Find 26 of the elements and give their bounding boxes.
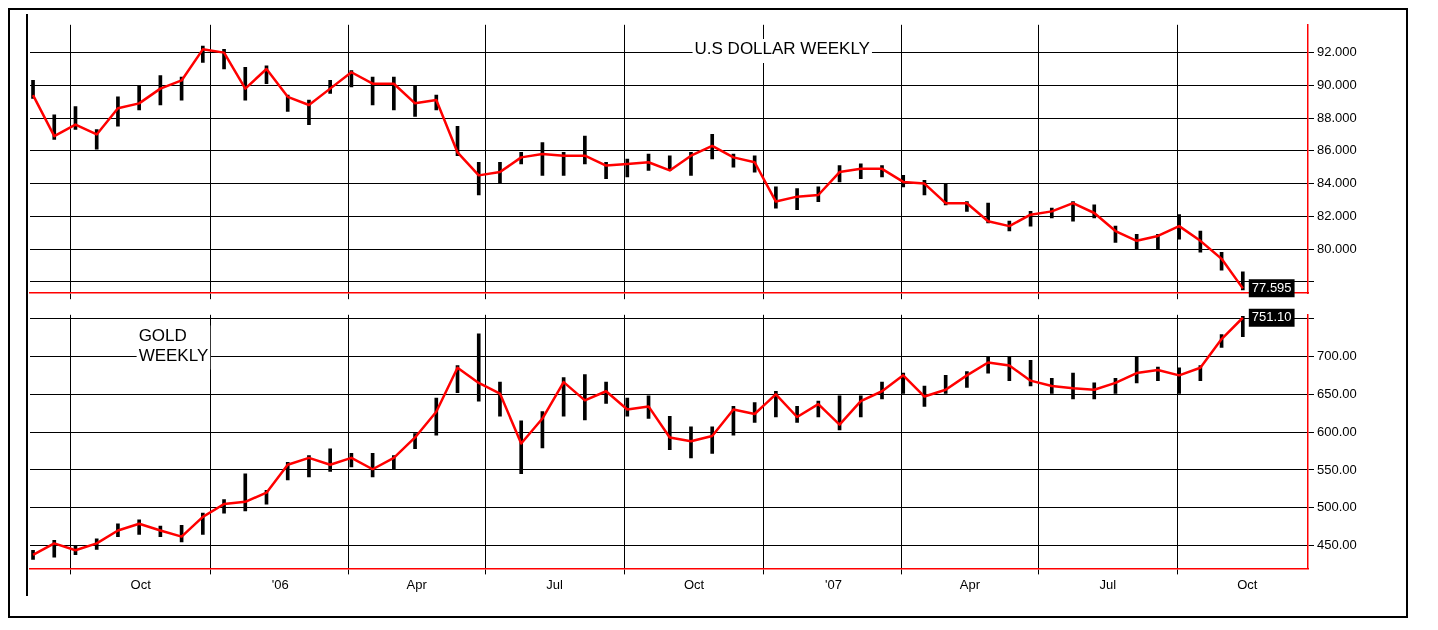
data-label: 751.10 bbox=[1251, 309, 1292, 325]
y-tick-label: 86.000 bbox=[1317, 142, 1357, 158]
y-tick-label: 500.00 bbox=[1317, 499, 1357, 515]
y-tick-label: 92.000 bbox=[1317, 44, 1357, 60]
y-tick-label: 90.000 bbox=[1317, 76, 1357, 92]
y-tick-label: 450.00 bbox=[1317, 537, 1357, 553]
x-tick-label: '06 bbox=[271, 576, 289, 592]
y-tick-label: 700.00 bbox=[1317, 348, 1357, 364]
y-tick-label: 550.00 bbox=[1317, 461, 1357, 477]
x-tick-label: Oct bbox=[1237, 576, 1258, 592]
x-tick-label: Oct bbox=[130, 576, 152, 592]
x-tick-label: Apr bbox=[959, 576, 981, 592]
y-tick-label: 88.000 bbox=[1317, 109, 1357, 125]
x-tick-label: Oct bbox=[683, 576, 705, 592]
x-tick-label: '07 bbox=[825, 576, 842, 592]
y-tick-label: 600.00 bbox=[1317, 423, 1357, 439]
x-tick-label: Apr bbox=[406, 576, 428, 592]
y-tick-label: 82.000 bbox=[1317, 207, 1357, 223]
x-tick-label: Jul bbox=[546, 576, 563, 592]
y-tick-label: 650.00 bbox=[1317, 385, 1357, 401]
y-tick-label: 80.000 bbox=[1317, 240, 1357, 256]
x-tick-label: Jul bbox=[1099, 576, 1117, 592]
text: U.S DOLLAR WEEKLY bbox=[694, 39, 870, 59]
data-label: 77.595 bbox=[1251, 279, 1292, 295]
text: GOLD WEEKLY bbox=[138, 325, 209, 365]
y-tick-label: 84.000 bbox=[1317, 175, 1357, 191]
